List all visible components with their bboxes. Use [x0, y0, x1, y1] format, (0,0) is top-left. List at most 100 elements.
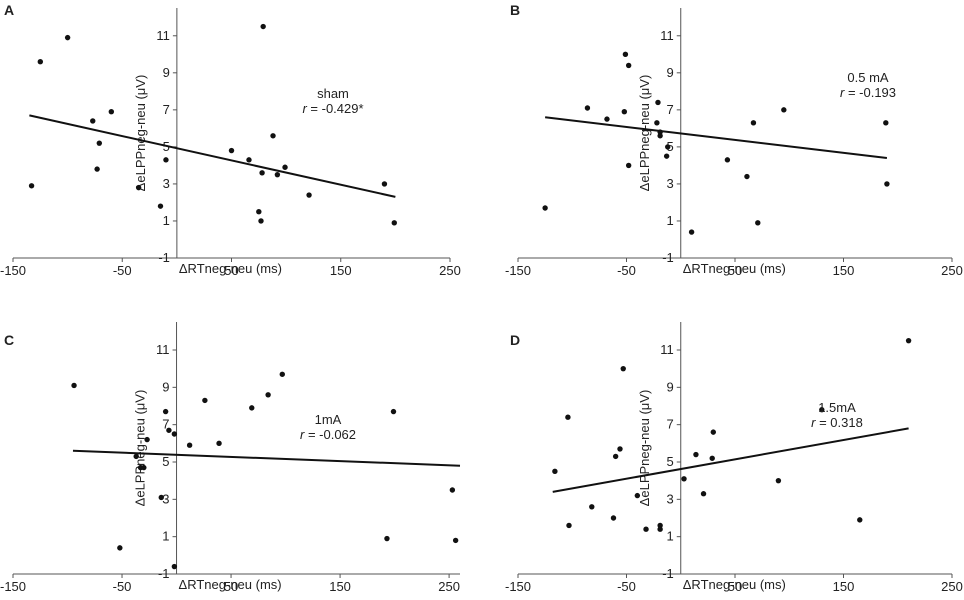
- regression-line: [29, 114, 396, 198]
- data-point: [259, 170, 265, 176]
- data-point: [133, 453, 139, 460]
- data-point: [94, 166, 100, 172]
- y-tick-label: 3: [163, 176, 170, 191]
- data-point: [693, 451, 699, 458]
- x-tick-label: 150: [833, 579, 855, 594]
- condition-label: 1mA: [315, 412, 342, 427]
- r-symbol: r: [840, 85, 845, 100]
- x-tick-label: 50: [728, 263, 742, 278]
- x-tick-label: 50: [224, 263, 238, 278]
- data-point: [724, 157, 731, 163]
- y-tick-label: 1: [667, 213, 674, 228]
- panel-letter: D: [510, 332, 520, 348]
- data-point: [905, 337, 912, 344]
- data-point: [750, 120, 757, 126]
- y-tick-label: 3: [667, 176, 674, 191]
- x-tick-label: -50: [113, 579, 132, 594]
- y-tick-label: 9: [163, 65, 170, 80]
- y-tick-label: 1: [163, 213, 170, 228]
- data-point: [663, 153, 670, 159]
- data-point: [643, 526, 649, 532]
- data-point: [655, 99, 661, 106]
- x-tick-label: -50: [113, 263, 132, 278]
- data-point: [620, 365, 626, 372]
- data-point: [260, 23, 266, 30]
- data-point: [279, 371, 285, 377]
- data-point: [216, 440, 222, 447]
- data-point: [117, 545, 123, 551]
- data-point: [625, 162, 632, 169]
- data-point: [775, 477, 782, 484]
- data-point: [657, 526, 663, 532]
- r-value: = 0.318: [815, 415, 862, 430]
- y-axis-title: ΔeLPPneg-neu (μV): [637, 390, 652, 507]
- data-point: [135, 184, 142, 191]
- data-point: [64, 34, 71, 41]
- y-tick-label: 1: [162, 529, 169, 544]
- r-symbol: r: [300, 427, 305, 442]
- data-point: [96, 140, 103, 146]
- data-point: [654, 120, 660, 126]
- y-tick-label: 5: [162, 454, 169, 469]
- data-point: [617, 446, 623, 452]
- x-axis-title: ΔRTneg-neu (ms): [179, 577, 282, 592]
- data-point: [452, 537, 459, 544]
- y-axis-title: ΔeLPPneg-neu (μV): [133, 390, 148, 507]
- data-point: [90, 118, 96, 124]
- y-tick-label: 9: [162, 379, 169, 394]
- y-tick-label: -1: [662, 250, 674, 265]
- data-point: [665, 144, 671, 150]
- data-point: [166, 427, 172, 433]
- data-point: [584, 105, 591, 111]
- x-axis-title: ΔRTneg-neu (ms): [683, 261, 786, 276]
- y-tick-label: 9: [667, 379, 674, 394]
- panel-d: -150 -50 50 150 250 -1 1 3 5 7 9 11 ΔRTneg-neu (ms) Δ…: [505, 322, 963, 594]
- data-point: [384, 535, 390, 542]
- data-point: [781, 107, 787, 113]
- data-point: [622, 51, 629, 57]
- r-value: = -0.062: [304, 427, 356, 442]
- panel-c: -150 -50 50 150 250 -1 1 3 5 7 9 11 ΔRTneg-neu (ms) Δ…: [0, 322, 461, 594]
- regression-line: [545, 116, 888, 159]
- data-point: [657, 522, 663, 529]
- data-point: [884, 181, 890, 187]
- data-point: [681, 476, 687, 482]
- correlation-label: r = -0.193: [840, 85, 896, 100]
- x-tick-label: 250: [438, 579, 460, 594]
- data-point: [612, 453, 619, 460]
- data-point: [688, 229, 695, 235]
- y-axis-title: ΔeLPPneg-neu (μV): [133, 75, 148, 192]
- data-point: [542, 205, 548, 211]
- data-point: [163, 157, 169, 163]
- y-axis-title: ΔeLPPneg-neu (μV): [637, 75, 652, 192]
- data-point: [610, 515, 617, 521]
- data-point: [228, 147, 235, 154]
- data-point: [621, 109, 628, 115]
- data-point: [700, 491, 707, 497]
- y-tick-label: 11: [156, 342, 170, 357]
- data-point: [171, 431, 178, 437]
- data-point: [258, 218, 264, 224]
- r-value: = -0.429*: [307, 101, 364, 116]
- x-tick-label: -150: [505, 579, 531, 594]
- data-point: [202, 397, 208, 404]
- y-tick-label: 11: [660, 28, 674, 43]
- regression-line: [552, 427, 909, 493]
- r-symbol: r: [302, 101, 307, 116]
- y-tick-label: -1: [662, 566, 674, 581]
- y-tick-label: -1: [158, 566, 170, 581]
- data-point: [246, 157, 252, 163]
- data-point: [249, 405, 255, 411]
- data-point: [604, 116, 610, 122]
- data-point: [306, 192, 312, 198]
- panel-letter: B: [510, 2, 520, 18]
- y-tick-label: 11: [660, 342, 674, 357]
- y-tick-label: 11: [156, 28, 170, 43]
- y-tick-label: 7: [163, 102, 170, 117]
- data-point: [391, 220, 397, 226]
- x-axis-title: ΔRTneg-neu (ms): [683, 577, 786, 592]
- x-tick-label: 50: [728, 579, 742, 594]
